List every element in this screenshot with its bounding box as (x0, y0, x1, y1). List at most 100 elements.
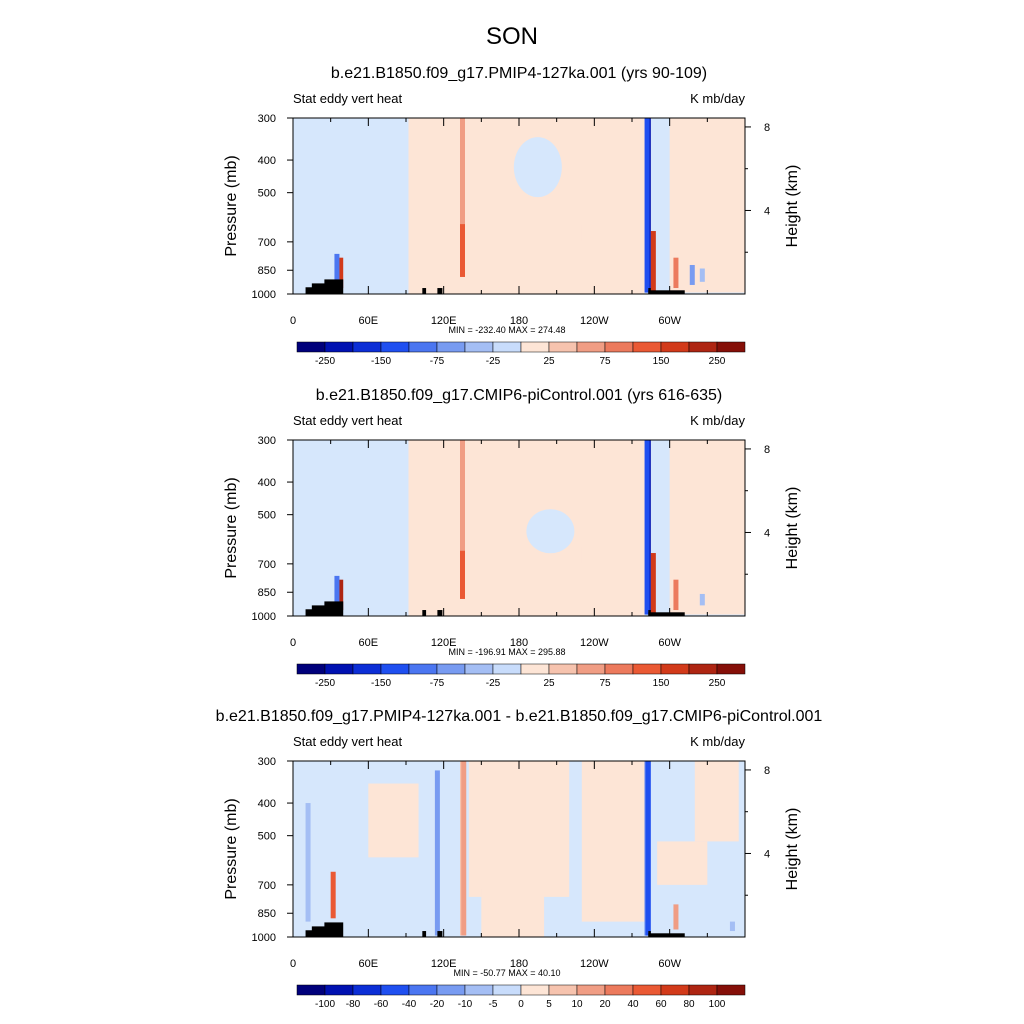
colorbar-label: 25 (543, 356, 555, 367)
colorbar-label: 150 (653, 356, 670, 367)
colorbar-label: 0 (518, 999, 524, 1010)
land-mask (422, 610, 427, 616)
panel-title: b.e21.B1850.f09_g17.PMIP4-127ka.001 (yrs… (331, 65, 707, 82)
x-tick-label: 120E (431, 958, 457, 970)
y-tick-label: 850 (258, 908, 276, 920)
contour-feature (338, 579, 344, 611)
x-tick-label: 60W (658, 637, 681, 649)
left-string: Stat eddy vert heat (293, 413, 403, 428)
x-tick-label: 0 (290, 315, 296, 327)
contour-feature (699, 268, 705, 282)
colorbar-swatch (436, 663, 466, 675)
colorbar-swatch (688, 663, 718, 675)
right-tick-label: 8 (764, 122, 770, 134)
panel-1: b.e21.B1850.f09_g17.PMIP4-127ka.001 (yrs… (223, 65, 801, 367)
colorbar-swatch (604, 341, 634, 353)
positive-region (368, 783, 419, 858)
colorbar-swatch (576, 663, 606, 675)
land-mask (324, 601, 344, 616)
colorbar-swatch (520, 984, 550, 996)
contour-feature (673, 904, 679, 930)
colorbar-swatch (660, 663, 690, 675)
colorbar-swatch (436, 984, 466, 996)
colorbar-swatch (324, 663, 354, 675)
x-tick-label: 60W (658, 958, 681, 970)
colorbar-swatch (380, 663, 410, 675)
colorbar-label: 150 (653, 678, 670, 689)
colorbar-swatch (296, 341, 326, 353)
x-tick-label: 0 (290, 958, 296, 970)
min-max-text: MIN = -50.77 MAX = 40.10 (453, 968, 560, 978)
colorbar-swatch (548, 341, 578, 353)
colorbar-label: -40 (402, 999, 417, 1010)
right-string: K mb/day (690, 734, 745, 749)
contour-field (293, 761, 745, 937)
colorbar-swatch (660, 984, 690, 996)
colorbar-swatch (324, 984, 354, 996)
right-tick-label: 4 (764, 205, 770, 217)
x-tick-label: 0 (290, 637, 296, 649)
contour-feature (460, 440, 465, 598)
y-tick-label: 300 (258, 756, 276, 768)
x-tick-label: 180 (510, 958, 528, 970)
colorbar-swatch (296, 663, 326, 675)
colorbar-swatch (632, 341, 662, 353)
y-tick-label: 1000 (252, 932, 276, 944)
colorbar-label: -20 (430, 999, 445, 1010)
x-tick-label: 60E (359, 637, 379, 649)
y-tick-label: 300 (258, 113, 276, 125)
colorbar-label: 75 (599, 356, 611, 367)
colorbar-swatch (464, 663, 494, 675)
right-axis-label: Height (km) (784, 487, 801, 570)
colorbar-swatch (604, 663, 634, 675)
x-tick-label: 120W (580, 315, 609, 327)
x-tick-label: 120E (431, 637, 457, 649)
right-tick-label: 4 (764, 848, 770, 860)
y-tick-label: 700 (258, 237, 276, 249)
colorbar-label: 250 (709, 356, 726, 367)
colorbar-label: -25 (486, 356, 501, 367)
positive-region (581, 761, 645, 922)
contour-feature (461, 761, 467, 936)
land-mask (422, 931, 427, 937)
y-tick-label: 700 (258, 880, 276, 892)
y-tick-label: 500 (258, 188, 276, 200)
land-mask (437, 931, 443, 937)
colorbar-label: 25 (543, 678, 555, 689)
min-max-text: MIN = -232.40 MAX = 274.48 (448, 325, 565, 335)
colorbar-swatch (492, 663, 522, 675)
positive-region (408, 440, 645, 616)
colorbar: -250 -150 -75 -25 25 75 150 250 (296, 341, 746, 367)
land-mask (648, 612, 685, 616)
y-tick-label: 1000 (252, 289, 276, 301)
y-tick-label: 700 (258, 559, 276, 571)
panel-3: b.e21.B1850.f09_g17.PMIP4-127ka.001 - b.… (216, 708, 823, 1010)
colorbar-label: 100 (709, 999, 726, 1010)
min-max-text: MIN = -196.91 MAX = 295.88 (448, 647, 565, 657)
colorbar-swatch (492, 341, 522, 353)
x-tick-label: 180 (510, 315, 528, 327)
colorbar-label: -150 (371, 678, 391, 689)
colorbar-label: -100 (315, 999, 335, 1010)
colorbar-swatch (352, 663, 382, 675)
x-tick-label: 60E (359, 315, 379, 327)
y-tick-label: 500 (258, 510, 276, 522)
colorbar-label: -75 (430, 356, 445, 367)
colorbar-label: 40 (627, 999, 639, 1010)
positive-region (493, 224, 582, 242)
land-mask (437, 610, 443, 616)
colorbar-swatch (576, 984, 606, 996)
right-tick-label: 8 (764, 765, 770, 777)
colorbar-swatch (604, 984, 634, 996)
colorbar-swatch (548, 663, 578, 675)
y-axis-label: Pressure (mb) (223, 155, 240, 256)
colorbar-label: 60 (655, 999, 667, 1010)
contour-feature (673, 579, 679, 611)
x-tick-label: 120W (580, 958, 609, 970)
y-tick-label: 850 (258, 265, 276, 277)
colorbar-label: -25 (486, 678, 501, 689)
colorbar-label: -60 (374, 999, 389, 1010)
y-tick-label: 400 (258, 477, 276, 489)
colorbar-label: -5 (489, 999, 498, 1010)
contour-feature (673, 257, 679, 289)
